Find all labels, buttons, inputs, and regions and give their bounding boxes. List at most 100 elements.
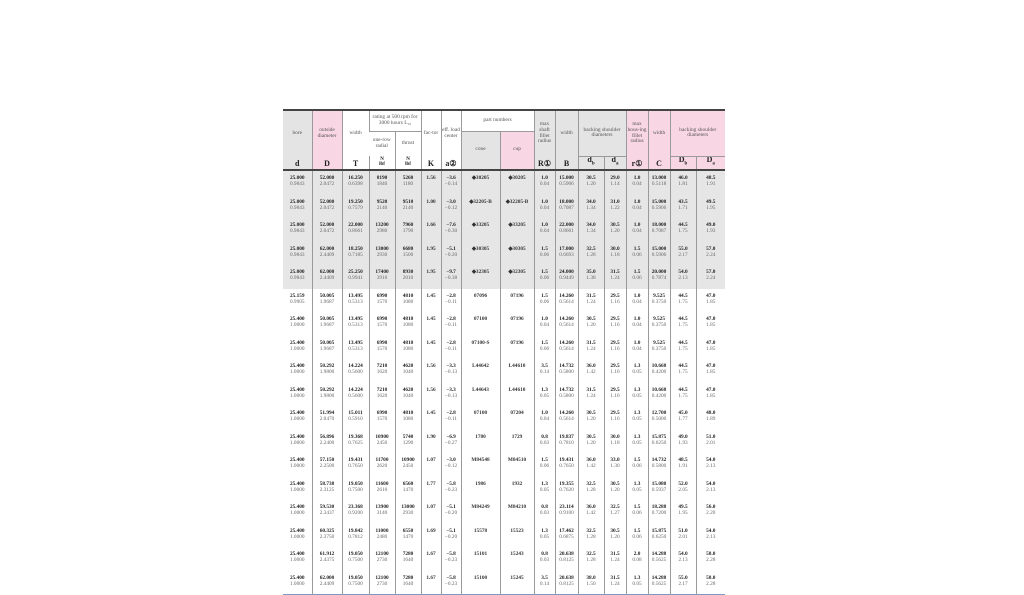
imperial-value: 1.9800 [319,392,335,399]
imperial-value: 0.04 [539,322,550,328]
imperial-value: 2.3750 [319,533,335,540]
cone-part-number: 07100-S [460,335,501,359]
metric-value: −2.8 [446,339,456,346]
imperial-value: 0.8661 [348,228,363,234]
table-cell: 1.3 0.05 [533,476,556,500]
table-cell: 8930 2010 [394,265,422,289]
table-cell: 1.77 [420,476,442,500]
imperial-value: 0.6875 [559,533,574,540]
table-cell: 6990 1570 [368,335,395,359]
table-cell: 1.0 0.04 [533,194,556,218]
table-cell: 31.5 1.24 [603,570,627,595]
metric-value: 52.000 [319,222,335,228]
table-cell: 2.0 0.08 [625,547,649,571]
symbol-da: da [603,155,627,171]
imperial-value: −0.11 [444,416,458,422]
metric-value: 0.8 [541,433,548,440]
table-cell: 35.0 1.38 [577,265,605,289]
table-cell: 1.5 0.06 [625,453,649,477]
table-cell: 11600 2610 [368,476,395,500]
symbol-db: db [577,155,605,171]
imperial-value: 1040 [402,392,414,399]
imperial-value: 2.01 [678,533,688,540]
table-cell: −3.0 −0.12 [440,453,462,477]
metric-value: 6990 [376,292,388,299]
table-cell: 44.5 1.75 [669,312,697,336]
metric-value: 31.5 [610,551,620,557]
metric-value: 32.5 [586,480,596,487]
metric-value: 9510 [402,198,414,205]
metric-value: −5.1 [446,245,456,252]
metric-value: 50.005 [319,316,335,322]
imperial-value: 0.5906 [651,204,667,211]
metric-value: 47.0 [706,316,716,322]
imperial-value: 0.3750 [651,322,667,328]
metric-value: 8190 [376,175,388,181]
table-cell: 30.5 1.20 [603,218,627,242]
metric-value: 0.8 [541,551,548,557]
imperial-value: 0.06 [539,345,550,352]
table-row: 25.000 0.9843 52.000 2.0472 19.250 0.7579 9520… [283,194,726,218]
table-cell: 32.5 1.28 [577,476,605,500]
table-cell: 1.3 0.05 [625,406,649,430]
metric-value: 19.355 [559,480,574,487]
header-width: width [341,110,369,156]
table-cell: 50.005 1.9687 [311,288,342,312]
table-cell: −5.1 −0.20 [440,500,462,524]
table-cell: 12.700 0.5000 [647,406,671,430]
table-cell: 0.8 0.03 [533,500,556,524]
imperial-value: 2.05 [678,486,688,493]
table-cell: 1.07 [420,500,442,524]
imperial-value: −0.11 [444,345,458,352]
table-cell: 30.5 1.20 [577,312,605,336]
imperial-value: 1.9687 [319,298,335,305]
imperial-value: 1.22 [610,204,620,211]
table-cell: 29.5 1.16 [603,359,627,383]
metric-value: 25.400 [289,386,305,393]
metric-value: 29.5 [610,339,620,346]
symbol-Db-sub: b [684,161,688,167]
table-cell: 52.0 2.05 [669,476,697,500]
imperial-value: 0.7650 [348,463,363,469]
imperial-value: 1.9687 [319,322,335,328]
metric-value: 13200 [375,222,389,228]
metric-value: 10.668 [651,363,667,369]
imperial-value: 0.04 [632,298,642,305]
imperial-value: 3140 [376,510,388,516]
table-cell: 48.5 1.91 [669,453,697,477]
metric-value: 1.0 [633,339,641,346]
table-cell: 7280 1640 [394,570,422,595]
table-cell: 7210 1620 [368,359,395,383]
table-cell: 24.000 0.9449 [554,265,579,289]
imperial-value: 0.9843 [289,181,305,187]
table-cell: 1.5 0.06 [625,523,649,547]
imperial-value: 1.0000 [289,416,305,422]
metric-value: 6990 [376,410,388,416]
table-cell: 1.5 0.06 [533,288,556,312]
table-cell: 33.0 1.30 [603,453,627,477]
imperial-value: 2610 [376,486,388,493]
table-cell: 19.355 0.7620 [554,476,579,500]
imperial-value: 0.06 [632,510,642,516]
table-cell: 25.400 1.0000 [283,430,312,454]
table-cell: 8190 1840 [368,170,395,195]
header-one-row-radial: one-row radial [369,130,395,156]
imperial-value: 0.6693 [559,251,574,258]
metric-value: 11000 [375,527,389,534]
imperial-value: 1.0000 [289,557,305,563]
metric-value: 14.224 [348,363,363,369]
imperial-value: 0.9905 [289,298,305,305]
imperial-value: 0.14 [539,369,550,375]
table-cell: 11700 2620 [368,453,395,477]
table-cell: 0.8 0.03 [533,429,556,453]
table-body: 25.000 0.9843 52.000 2.0472 16.250 0.6398 8190… [283,170,726,595]
imperial-value: 1.75 [678,345,688,352]
metric-value: 1.3 [541,527,548,534]
imperial-value: 0.9843 [289,275,305,281]
metric-value: 25.400 [289,480,305,487]
table-cell: 11000 2480 [368,523,395,547]
table-cell: 52.000 2.0472 [311,194,342,218]
metric-value: 14.224 [348,386,363,393]
table-cell: 14.260 0.5614 [554,288,579,312]
table-cell: 25.400 1.0000 [283,406,312,430]
